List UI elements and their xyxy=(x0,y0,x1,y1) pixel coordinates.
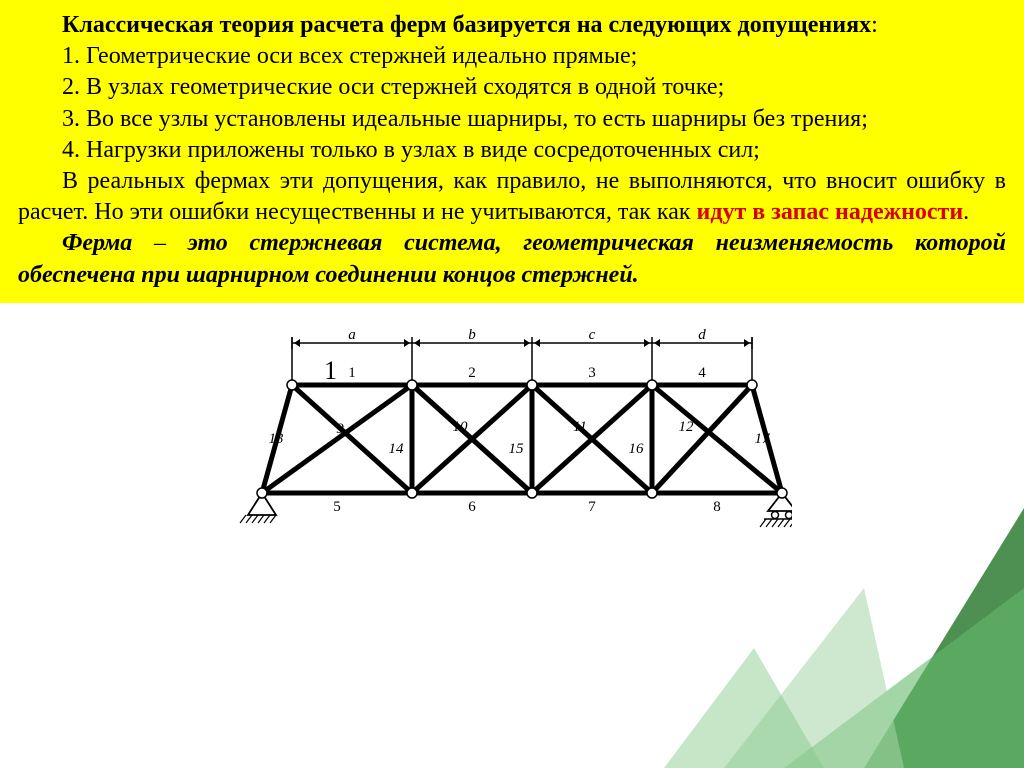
para2-red: идут в запас надежности xyxy=(697,199,964,225)
svg-text:17: 17 xyxy=(755,431,772,447)
svg-text:10: 10 xyxy=(453,419,469,435)
svg-text:8: 8 xyxy=(713,499,721,515)
svg-text:6: 6 xyxy=(468,499,476,515)
intro-bold: Классическая теория расчета ферм базируе… xyxy=(62,12,871,38)
intro-colon: : xyxy=(871,12,878,38)
svg-text:5: 5 xyxy=(333,499,341,515)
svg-text:14: 14 xyxy=(389,441,405,457)
def-term: Ферма xyxy=(62,230,132,256)
svg-text:c: c xyxy=(589,327,596,343)
para2-dot: . xyxy=(963,199,969,225)
svg-text:2: 2 xyxy=(468,365,476,381)
list-item-4: 4. Нагрузки приложены только в узлах в в… xyxy=(18,135,1006,166)
svg-text:16: 16 xyxy=(629,441,645,457)
svg-text:3: 3 xyxy=(588,365,596,381)
svg-text:9: 9 xyxy=(336,421,344,437)
svg-text:13: 13 xyxy=(269,431,284,447)
def-dash: – xyxy=(132,230,187,256)
svg-text:a: a xyxy=(348,327,356,343)
truss-diagram-wrap: abcd12345678191011121314151617 xyxy=(0,323,1024,553)
definition-paragraph: Ферма – это стержневая система, геометри… xyxy=(18,228,1006,290)
svg-text:11: 11 xyxy=(573,419,587,435)
svg-text:12: 12 xyxy=(679,419,695,435)
svg-text:15: 15 xyxy=(509,441,525,457)
list-item-1: 1. Геометрические оси всех стержней идеа… xyxy=(18,41,1006,72)
highlight-text-block: Классическая теория расчета ферм базируе… xyxy=(0,0,1024,303)
paragraph-2: В реальных фермах эти допущения, как пра… xyxy=(18,166,1006,228)
list-item-2: 2. В узлах геометрические оси стержней с… xyxy=(18,72,1006,103)
list-item-3: 3. Во все узлы установлены идеальные шар… xyxy=(18,104,1006,135)
svg-text:d: d xyxy=(698,327,706,343)
svg-text:7: 7 xyxy=(588,499,596,515)
svg-text:b: b xyxy=(468,327,476,343)
svg-text:1: 1 xyxy=(348,365,356,381)
svg-text:1: 1 xyxy=(324,356,337,385)
svg-text:4: 4 xyxy=(698,365,706,381)
slide-root: Классическая теория расчета ферм базируе… xyxy=(0,0,1024,768)
intro-paragraph: Классическая теория расчета ферм базируе… xyxy=(18,10,1006,41)
truss-diagram: abcd12345678191011121314151617 xyxy=(232,323,792,553)
